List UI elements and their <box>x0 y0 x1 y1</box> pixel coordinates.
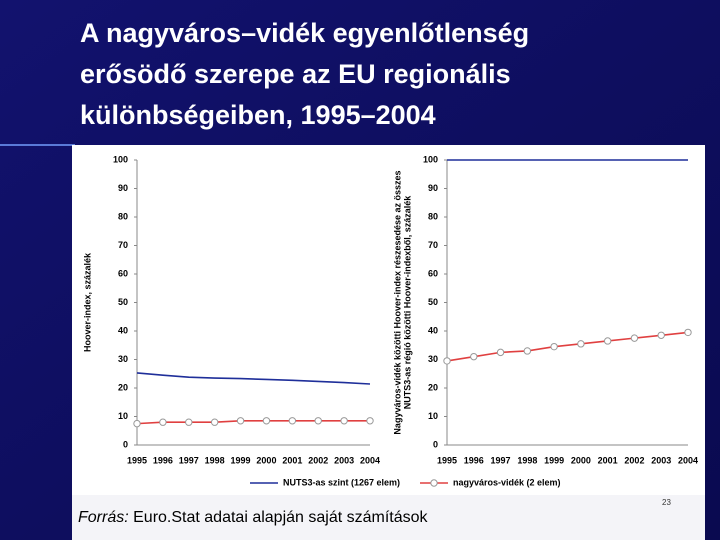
point <box>630 334 639 342</box>
source-label: Forrás: <box>78 509 129 526</box>
page-number: 23 <box>662 498 671 507</box>
x-tick-label: 1999 <box>544 455 564 465</box>
y-axis-label: Hoover-index, százalék <box>82 252 92 352</box>
source-text: Euro.Stat adatai alapján saját számításo… <box>133 509 428 526</box>
legend-label: NUTS3-as szint (1267 elem) <box>283 477 400 487</box>
y-tick-label: 0 <box>433 439 438 449</box>
y-tick-label: 90 <box>428 183 438 193</box>
title-line: erősödő szerepe az EU regionális <box>80 59 511 89</box>
point <box>470 352 478 361</box>
point <box>262 417 271 425</box>
x-tick-label: 2000 <box>571 455 591 465</box>
point <box>577 340 585 348</box>
point <box>366 417 374 425</box>
point <box>657 331 665 339</box>
x-tick-label: 2001 <box>598 455 618 465</box>
y-tick-label: 100 <box>423 154 438 164</box>
y-tick-label: 60 <box>428 268 438 278</box>
point <box>340 417 348 425</box>
x-tick-label: 2003 <box>651 455 671 465</box>
y-tick-label: 10 <box>428 411 438 421</box>
point <box>288 417 297 425</box>
y-tick-label: 50 <box>428 297 438 307</box>
legend-marker <box>430 479 438 487</box>
x-tick-label: 2000 <box>256 455 276 465</box>
y-tick-label: 0 <box>123 439 128 449</box>
y-tick-label: 30 <box>118 354 128 364</box>
y-tick-label: 100 <box>113 154 128 164</box>
x-tick-label: 1996 <box>153 455 173 465</box>
y-tick-label: 20 <box>428 382 438 392</box>
x-tick-label: 1995 <box>437 455 457 465</box>
point <box>210 418 219 426</box>
y-tick-label: 40 <box>428 325 438 335</box>
y-tick-label: 60 <box>118 268 128 278</box>
y-tick-label: 10 <box>118 411 128 421</box>
y-axis-label: Nagyváros-vidék közötti Hoover-index rés… <box>392 170 402 434</box>
x-tick-label: 2003 <box>334 455 354 465</box>
point <box>496 348 505 357</box>
x-tick-label: 2002 <box>624 455 644 465</box>
y-tick-label: 90 <box>118 183 128 193</box>
y-tick-label: 20 <box>118 382 128 392</box>
y-tick-label: 80 <box>428 211 438 221</box>
y-tick-label: 30 <box>428 354 438 364</box>
series-line <box>136 372 371 385</box>
x-tick-label: 1997 <box>491 455 511 465</box>
x-tick-label: 1996 <box>464 455 484 465</box>
point <box>550 342 558 351</box>
series-line <box>446 331 689 362</box>
point <box>684 328 692 337</box>
point <box>443 357 451 365</box>
series-line <box>136 419 370 425</box>
y-tick-label: 40 <box>118 325 128 335</box>
point <box>314 417 322 425</box>
x-tick-label: 1999 <box>231 455 251 465</box>
title-line: A nagyváros–vidék egyenlőtlenség <box>80 18 529 48</box>
x-tick-label: 1995 <box>127 455 147 465</box>
y-tick-label: 50 <box>118 297 128 307</box>
point <box>185 418 193 426</box>
y-tick-label: 80 <box>118 211 128 221</box>
title-line: különbségeiben, 1995–2004 <box>80 100 436 130</box>
footer-area <box>72 495 705 540</box>
point <box>236 417 245 425</box>
y-tick-label: 70 <box>118 240 128 250</box>
point <box>603 337 612 345</box>
x-tick-label: 2002 <box>308 455 328 465</box>
x-tick-label: 1998 <box>205 455 225 465</box>
point <box>133 419 141 428</box>
point <box>523 347 532 355</box>
x-tick-label: 2004 <box>678 455 698 465</box>
point <box>159 418 167 426</box>
chart-area <box>72 145 705 495</box>
y-axis-label: NUTS3-as régió közötti Hoover-indexből, … <box>402 195 412 410</box>
legend-label: nagyváros-vidék (2 elem) <box>453 477 561 487</box>
x-tick-label: 2004 <box>360 455 380 465</box>
source: Forrás: Euro.Stat adatai alapján saját s… <box>78 509 429 526</box>
x-tick-label: 1997 <box>179 455 199 465</box>
x-tick-label: 1998 <box>517 455 537 465</box>
y-tick-label: 70 <box>428 240 438 250</box>
x-tick-label: 2001 <box>282 455 302 465</box>
